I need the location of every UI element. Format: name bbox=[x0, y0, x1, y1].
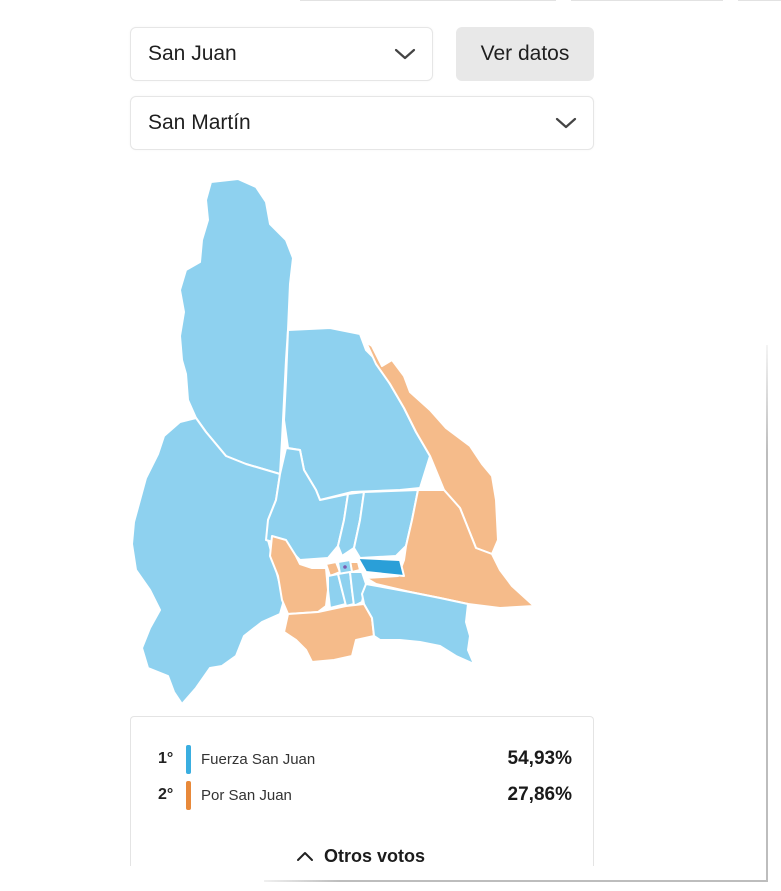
party-color-bar bbox=[186, 780, 191, 810]
party-percent: 27,86% bbox=[507, 784, 572, 805]
capital-marker-icon bbox=[343, 565, 347, 569]
chevron-down-icon bbox=[555, 117, 577, 129]
result-rank: 2° bbox=[158, 786, 174, 803]
results-panel bbox=[130, 716, 594, 866]
department-select-value: San Martín bbox=[148, 111, 251, 134]
chevron-up-icon bbox=[297, 852, 313, 861]
department-ullum[interactable] bbox=[265, 447, 349, 561]
result-row-2: 2° Por San Juan 27,86% bbox=[130, 780, 594, 810]
department-valle-fertil[interactable] bbox=[365, 341, 499, 555]
department-select[interactable]: San Martín bbox=[130, 96, 594, 150]
party-percent: 54,93% bbox=[507, 748, 572, 769]
department-25-de-mayo[interactable] bbox=[361, 583, 475, 665]
result-rank: 1° bbox=[158, 750, 174, 767]
department-zonda[interactable] bbox=[269, 535, 329, 615]
province-select-value: San Juan bbox=[148, 42, 237, 65]
department-san-martin[interactable] bbox=[357, 557, 405, 577]
frame-edge-bottom bbox=[264, 880, 768, 882]
department-sarmiento[interactable] bbox=[283, 603, 375, 663]
province-select[interactable]: San Juan bbox=[130, 27, 433, 81]
top-edge-lines bbox=[0, 0, 781, 3]
party-name: Por San Juan bbox=[201, 786, 292, 804]
result-row-1: 1° Fuerza San Juan 54,93% bbox=[130, 744, 594, 774]
party-color-bar bbox=[186, 744, 191, 774]
ver-datos-button[interactable]: Ver datos bbox=[456, 27, 594, 81]
chevron-down-icon bbox=[394, 48, 416, 60]
otros-votos-label: Otros votos bbox=[324, 846, 426, 866]
party-name: Fuerza San Juan bbox=[201, 750, 316, 768]
otros-votos-toggle[interactable]: Otros votos bbox=[296, 846, 425, 867]
frame-edge-right bbox=[766, 345, 768, 882]
